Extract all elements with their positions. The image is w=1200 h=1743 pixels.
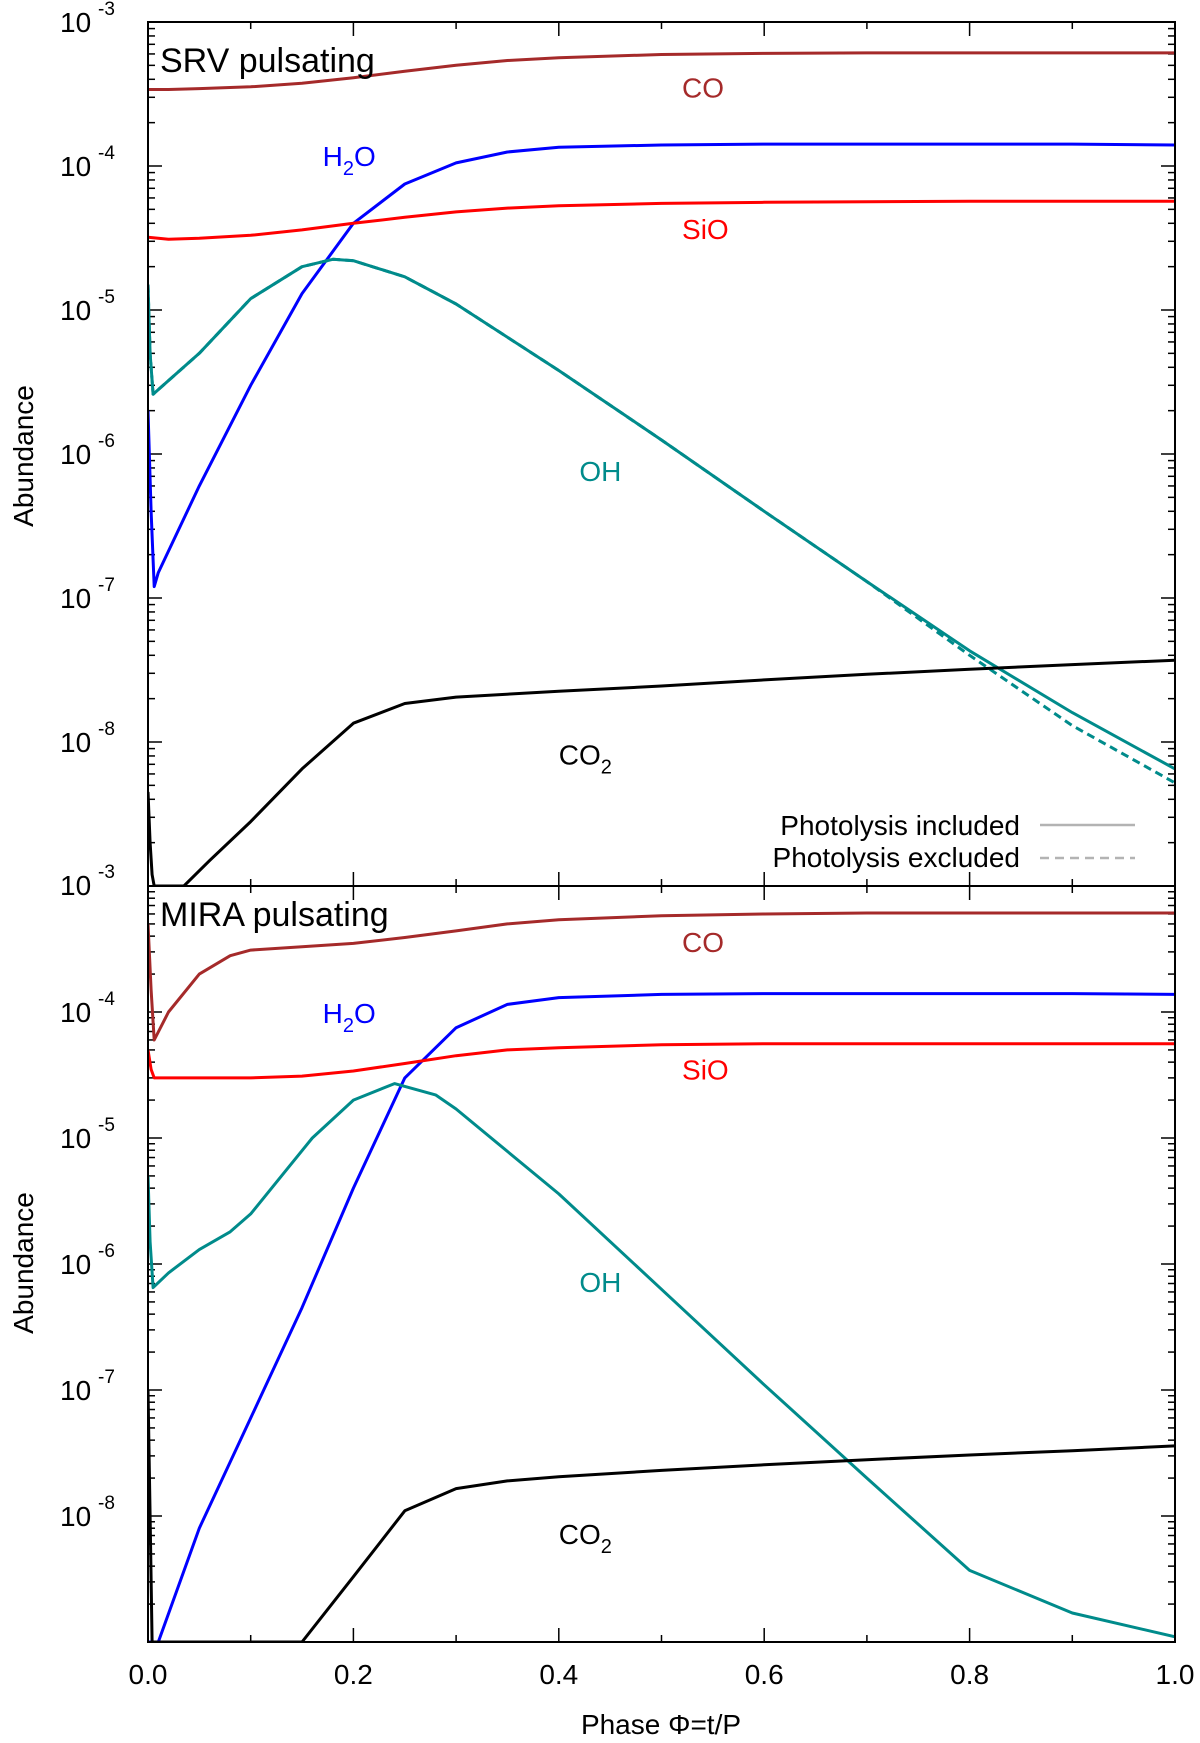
mira-h2o-line [148, 992, 1175, 1642]
mira-sio-line [148, 1042, 1175, 1080]
panel-srv: 10 -8 10 -7 10 -6 10 -5 10 -4 10 -3 SRV pulsating A… [8, 0, 1176, 901]
mira-h2o-label: H2O [323, 998, 376, 1037]
y-tick-exponent: -7 [98, 575, 115, 596]
x-axis-label: Phase Φ=t/P [581, 1709, 741, 1740]
mira-co2-label: CO2 [559, 1519, 612, 1558]
mira-oh-line [148, 1082, 1175, 1639]
y-tick-exponent: -8 [98, 719, 115, 740]
panel-mira-series-labels: CO H2O SiO OH CO2 [323, 927, 729, 1558]
y-tick-exponent: -5 [98, 1115, 115, 1136]
y-tick-label: 10 [60, 1123, 91, 1154]
srv-h2o-label: H2O [323, 141, 376, 180]
y-tick-label: 10 [60, 1375, 91, 1406]
panel-mira-y-axis-label: Abundance [8, 1192, 39, 1334]
y-tick-exponent: -5 [98, 287, 115, 308]
x-tick-label: 0.4 [539, 1659, 578, 1690]
srv-oh-excluded-line [148, 257, 1175, 785]
y-tick-exponent: -3 [98, 0, 115, 20]
y-tick-label: 10 [60, 1501, 91, 1532]
legend-excluded-label: Photolysis excluded [773, 842, 1020, 873]
x-tick-label: 0.6 [745, 1659, 784, 1690]
y-tick-exponent: -7 [98, 1367, 115, 1388]
y-tick-exponent: -8 [98, 1493, 115, 1514]
y-tick-label: 10 [60, 1249, 91, 1280]
y-tick-exponent: -4 [98, 989, 115, 1010]
srv-sio-line [148, 199, 1175, 241]
y-tick-exponent: -4 [98, 143, 115, 164]
panel-srv-y-axis-label: Abundance [8, 385, 39, 527]
srv-co2-label: CO2 [559, 739, 612, 778]
panel-srv-series-labels: CO H2O SiO OH CO2 [323, 72, 729, 778]
mira-co-line [148, 911, 1175, 1042]
srv-co2-line [148, 658, 1175, 886]
panel-srv-frame [147, 21, 1176, 887]
panel-mira-x-tick-labels: 0.0 0.2 0.4 0.6 0.8 1.0 [129, 1659, 1195, 1690]
panel-mira: 10-810-710-610-510-4 0.0 0.2 0.4 0.6 0.8 1.0 … [8, 885, 1195, 1740]
panel-mira-frame [147, 885, 1176, 1643]
panel-mira-ticks [147, 886, 1176, 1643]
mira-co-label: CO [682, 927, 724, 958]
y-tick-label: 10 [60, 727, 91, 758]
panel-srv-y-tick-labels: 10 -8 10 -7 10 -6 10 -5 10 -4 10 -3 [60, 0, 115, 758]
svg-text:10: 10 [60, 870, 91, 901]
panel-mira-title: MIRA pulsating [160, 896, 389, 934]
mira-oh-label: OH [579, 1267, 621, 1298]
y-tick-exponent: -6 [98, 431, 115, 452]
mira-sio-label: SiO [682, 1055, 729, 1086]
srv-co-line [148, 51, 1175, 91]
srv-oh-label: OH [579, 456, 621, 487]
legend-included-label: Photolysis included [780, 810, 1020, 841]
y-tick-label: 10 [60, 151, 91, 182]
x-tick-label: 0.2 [334, 1659, 373, 1690]
srv-h2o-line [148, 142, 1175, 589]
x-tick-label: 0.8 [950, 1659, 989, 1690]
y-tick-label: 10 [60, 997, 91, 1028]
srv-sio-label: SiO [682, 214, 729, 245]
svg-text:-3: -3 [98, 862, 115, 883]
y-tick-label: 10 [60, 583, 91, 614]
panel-srv-title: SRV pulsating [160, 42, 375, 80]
legend: Photolysis included Photolysis excluded [773, 810, 1135, 873]
srv-co-label: CO [682, 72, 724, 103]
panel-mira-series [148, 911, 1175, 1642]
panel-srv-series [148, 51, 1175, 886]
srv-oh-line [148, 257, 1175, 771]
panel-srv-ticks [147, 22, 1176, 887]
y-tick-exponent: -6 [98, 1241, 115, 1262]
mira-co2-line [148, 1389, 1175, 1642]
y-tick-label: 10 [60, 295, 91, 326]
panel-mira-y-tick-labels: 10 -8 10 -7 10 -6 10 -5 10 -4 [60, 989, 115, 1532]
y-tick-label: 10 [60, 7, 91, 38]
x-tick-label: 1.0 [1156, 1659, 1195, 1690]
y-tick-label: 10 [60, 439, 91, 470]
x-tick-label: 0.0 [129, 1659, 168, 1690]
panel-srv-bottom-tick-label: 10 -3 [60, 862, 115, 901]
